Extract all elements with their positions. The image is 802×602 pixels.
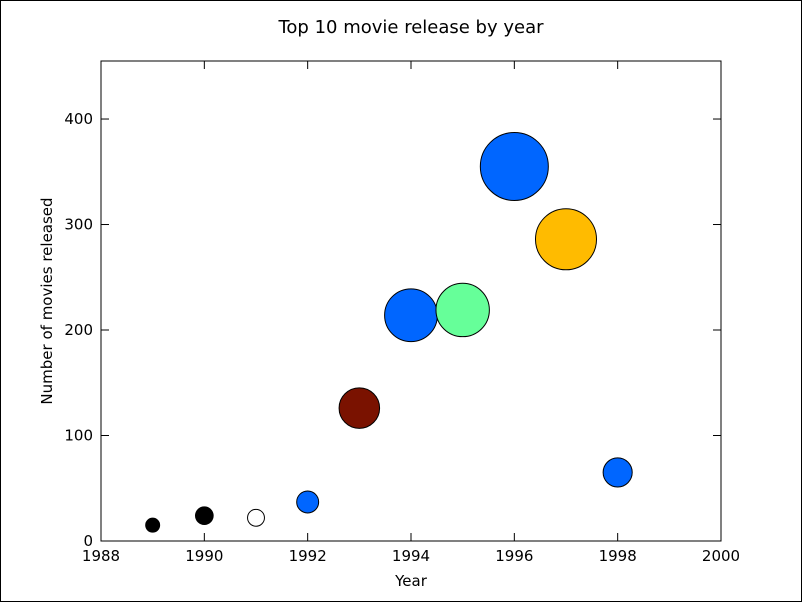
- y-tick-label: 400: [64, 110, 93, 128]
- data-point: [479, 131, 549, 201]
- data-point: [384, 288, 438, 343]
- x-axis-label: Year: [394, 572, 428, 590]
- y-tick-label: 0: [83, 532, 93, 550]
- x-tick-label: 1996: [495, 547, 533, 565]
- data-points: [145, 131, 633, 533]
- x-tick-label: 1988: [82, 547, 120, 565]
- data-point: [338, 387, 381, 429]
- y-tick-label: 100: [64, 427, 93, 445]
- data-point: [435, 282, 490, 338]
- y-tick-label: 200: [64, 321, 93, 339]
- plot-frame: [100, 60, 722, 542]
- axis-ticks: 1988 1990 1992 1994 1996 1998 2000 0 100 200 300 40…: [64, 61, 740, 565]
- data-point: [602, 457, 633, 488]
- data-point: [296, 490, 320, 514]
- data-point: [194, 506, 214, 526]
- x-tick-label: 1994: [392, 547, 430, 565]
- x-tick-label: 1998: [599, 547, 637, 565]
- x-tick-label: 1990: [185, 547, 223, 565]
- x-tick-label: 1992: [289, 547, 327, 565]
- data-point: [145, 517, 161, 533]
- data-point: [247, 508, 265, 527]
- chart-title: Top 10 movie release by year: [277, 17, 544, 38]
- y-axis-label: Number of movies released: [38, 197, 56, 404]
- data-point: [534, 208, 598, 271]
- x-tick-label: 2000: [702, 547, 740, 565]
- y-tick-label: 300: [64, 216, 93, 234]
